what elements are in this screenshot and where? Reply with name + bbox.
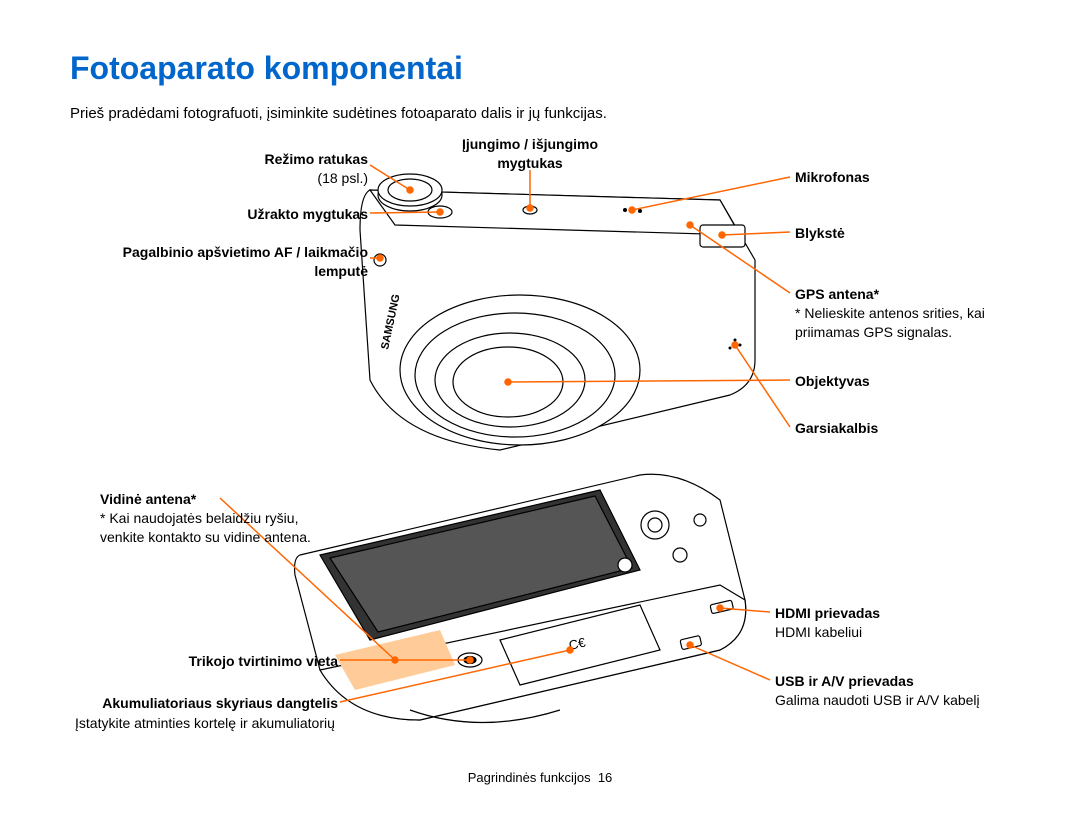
label-battery-title: Akumuliatoriaus skyriaus dangtelis: [102, 695, 338, 711]
label-internal-antenna-note: * Kai naudojatės belaidžiu ryšiu, venkit…: [100, 510, 311, 545]
label-gps-note: * Nelieskite antenos srities, kai priima…: [795, 305, 985, 340]
label-shutter: Užrakto mygtukas: [120, 205, 368, 224]
label-lens: Objektyvas: [795, 372, 870, 391]
label-mic: Mikrofonas: [795, 168, 870, 187]
label-speaker-title: Garsiakalbis: [795, 420, 878, 436]
footer-section: Pagrindinės funkcijos: [468, 770, 591, 785]
label-mode-dial-title: Režimo ratukas: [265, 151, 368, 167]
label-tripod-title: Trikojo tvirtinimo vieta: [189, 653, 338, 669]
label-mode-dial-note: (18 psl.): [317, 170, 368, 186]
label-internal-antenna-title: Vidinė antena*: [100, 491, 196, 507]
label-mode-dial: Režimo ratukas (18 psl.): [120, 150, 368, 188]
label-hdmi-note: HDMI kabeliui: [775, 624, 862, 640]
page-footer: Pagrindinės funkcijos 16: [0, 770, 1080, 785]
label-power-title: Įjungimo / išjungimo mygtukas: [462, 136, 598, 171]
label-internal-antenna: Vidinė antena* * Kai naudojatės belaidži…: [100, 490, 320, 547]
label-battery-note: Įstatykite atminties kortelę ir akumulia…: [75, 715, 335, 731]
label-power: Įjungimo / išjungimo mygtukas: [430, 135, 630, 173]
footer-page: 16: [598, 770, 612, 785]
label-af-lamp-title: Pagalbinio apšvietimo AF / laikmačio lem…: [123, 244, 368, 279]
label-usb-title: USB ir A/V prievadas: [775, 673, 914, 689]
label-hdmi-title: HDMI prievadas: [775, 605, 880, 621]
label-shutter-title: Užrakto mygtukas: [247, 206, 368, 222]
label-flash-title: Blykstė: [795, 225, 845, 241]
label-lens-title: Objektyvas: [795, 373, 870, 389]
label-usb-note: Galima naudoti USB ir A/V kabelį: [775, 692, 980, 708]
label-hdmi: HDMI prievadas HDMI kabeliui: [775, 604, 1025, 642]
label-gps: GPS antena* * Nelieskite antenos srities…: [795, 285, 1035, 342]
label-gps-title: GPS antena*: [795, 286, 879, 302]
label-flash: Blykstė: [795, 224, 845, 243]
label-battery: Akumuliatoriaus skyriaus dangtelis: [30, 694, 338, 713]
label-tripod: Trikojo tvirtinimo vieta: [80, 652, 338, 671]
label-af-lamp: Pagalbinio apšvietimo AF / laikmačio lem…: [80, 243, 368, 281]
label-battery-note-row: Įstatykite atminties kortelę ir akumulia…: [75, 714, 435, 733]
label-usb: USB ir A/V prievadas Galima naudoti USB …: [775, 672, 1055, 710]
label-speaker: Garsiakalbis: [795, 419, 878, 438]
label-mic-title: Mikrofonas: [795, 169, 870, 185]
